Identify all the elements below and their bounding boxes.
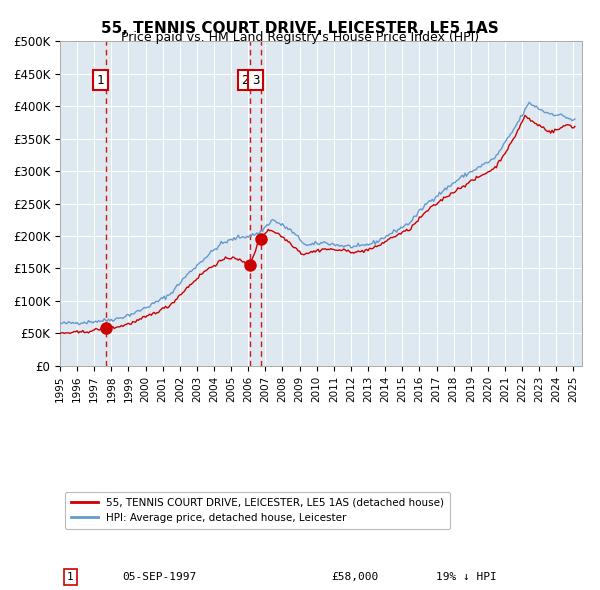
- Text: 3: 3: [252, 74, 259, 87]
- Legend: 55, TENNIS COURT DRIVE, LEICESTER, LE5 1AS (detached house), HPI: Average price,: 55, TENNIS COURT DRIVE, LEICESTER, LE5 1…: [65, 491, 450, 529]
- Text: 1: 1: [67, 572, 74, 582]
- Text: 19% ↓ HPI: 19% ↓ HPI: [436, 572, 497, 582]
- Text: 1: 1: [97, 74, 104, 87]
- Text: 05-SEP-1997: 05-SEP-1997: [122, 572, 197, 582]
- Text: £58,000: £58,000: [331, 572, 379, 582]
- Text: Price paid vs. HM Land Registry's House Price Index (HPI): Price paid vs. HM Land Registry's House …: [121, 31, 479, 44]
- Text: 55, TENNIS COURT DRIVE, LEICESTER, LE5 1AS: 55, TENNIS COURT DRIVE, LEICESTER, LE5 1…: [101, 21, 499, 35]
- Text: 2: 2: [242, 74, 249, 87]
